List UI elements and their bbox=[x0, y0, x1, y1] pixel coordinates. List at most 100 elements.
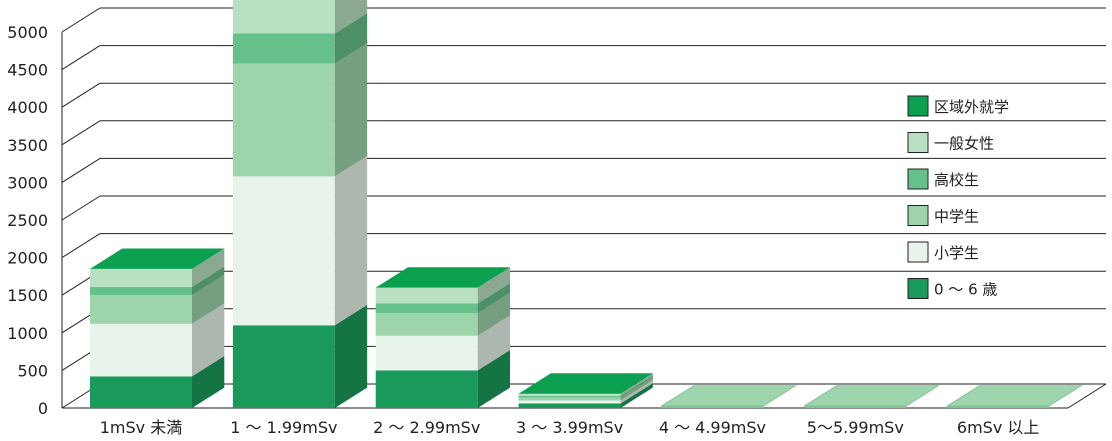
bar-segment bbox=[375, 303, 478, 314]
bar-segment bbox=[232, 176, 335, 326]
legend-label: 0 〜 6 歳 bbox=[934, 281, 997, 299]
legend-swatch bbox=[907, 205, 929, 226]
bar-stack bbox=[660, 385, 798, 408]
bar-segment bbox=[375, 370, 478, 408]
bar-side bbox=[334, 304, 368, 408]
x-tick-label: 1mSv 未満 bbox=[100, 418, 182, 437]
x-tick-label: 4 〜 4.99mSv bbox=[659, 418, 766, 437]
y-tick-label: 500 bbox=[17, 361, 48, 380]
bar-segment bbox=[804, 406, 907, 408]
bar-side bbox=[334, 0, 368, 34]
y-tick-label: 1000 bbox=[7, 324, 48, 343]
y-tick-label: 1500 bbox=[7, 286, 48, 305]
x-tick-label: 5〜5.99mSv bbox=[807, 418, 904, 437]
x-tick-labels: 1mSv 未満 1 〜 1.99mSv 2 〜 2.99mSv 3 〜 3.99mSv… bbox=[100, 418, 1040, 437]
bar-side bbox=[334, 155, 368, 326]
legend-label: 中学生 bbox=[934, 208, 979, 226]
bars bbox=[90, 0, 1083, 408]
gridline-diagonal bbox=[61, 157, 101, 183]
bar-side bbox=[620, 373, 653, 396]
bar-side bbox=[477, 283, 511, 314]
bar-top bbox=[90, 248, 225, 269]
legend-swatch bbox=[907, 241, 929, 263]
bar-side bbox=[477, 350, 511, 408]
bar-segment bbox=[375, 313, 478, 336]
bar-stack bbox=[945, 385, 1083, 408]
y-tick-label: 2000 bbox=[7, 249, 48, 268]
gridline-diagonal bbox=[61, 45, 101, 71]
bar-segment bbox=[232, 325, 335, 408]
bar-segment bbox=[375, 287, 478, 304]
bar-stack bbox=[802, 385, 940, 408]
bar-segment bbox=[90, 268, 192, 287]
bar-stack bbox=[90, 248, 225, 408]
bar-side bbox=[192, 274, 225, 324]
y-tick-label: 4500 bbox=[7, 61, 48, 80]
bar-top bbox=[660, 385, 798, 407]
legend-swatch bbox=[907, 168, 929, 190]
gridline-diagonal bbox=[61, 195, 101, 221]
y-tick-label: 5000 bbox=[7, 23, 48, 42]
x-tick-label: 2 〜 2.99mSv bbox=[373, 418, 480, 437]
bar-segment bbox=[232, 63, 335, 177]
bar-stack bbox=[518, 373, 653, 408]
bar-top bbox=[945, 385, 1083, 407]
bar-side bbox=[334, 43, 368, 177]
bar-segment bbox=[518, 400, 621, 404]
bar-stack bbox=[375, 267, 511, 408]
bar-side bbox=[192, 248, 225, 287]
y-tick-label: 2500 bbox=[7, 211, 48, 230]
bar-side bbox=[477, 292, 511, 336]
x-tick-label: 6mSv 以上 bbox=[957, 418, 1039, 437]
gridline-diagonal bbox=[61, 82, 101, 108]
bar-segment bbox=[90, 295, 192, 324]
bar-segment bbox=[518, 397, 621, 401]
gridline-diagonal bbox=[61, 233, 101, 259]
bar-segment bbox=[518, 395, 621, 398]
bar-segment bbox=[518, 393, 621, 396]
y-tick-labels: 0 500 1000 1500 2000 2500 3000 3500 4000 4500 5000 bbox=[7, 23, 48, 418]
bar-side bbox=[334, 13, 368, 64]
legend-swatch bbox=[907, 132, 929, 153]
bar-segment bbox=[232, 33, 335, 64]
bar-stack bbox=[232, 0, 368, 408]
bar-side bbox=[620, 377, 653, 401]
bar-top bbox=[802, 385, 940, 407]
gridline-diagonal bbox=[61, 120, 101, 146]
bar-side bbox=[477, 315, 511, 371]
bar-side bbox=[477, 267, 511, 304]
legend-swatch bbox=[907, 278, 929, 299]
legend-label: 一般女性 bbox=[934, 135, 994, 153]
bar-side bbox=[192, 303, 225, 377]
bar-segment bbox=[947, 406, 1050, 408]
legend-label: 小学生 bbox=[934, 244, 979, 262]
legend-label: 高校生 bbox=[934, 171, 979, 189]
bar-segment bbox=[90, 323, 192, 377]
x-tick-label: 1 〜 1.99mSv bbox=[230, 418, 337, 437]
bar-side bbox=[620, 383, 653, 408]
y-tick-label: 4000 bbox=[7, 98, 48, 117]
floor-right-edge bbox=[1067, 383, 1107, 409]
bar-segment bbox=[375, 335, 478, 371]
bar-side bbox=[620, 380, 653, 404]
y-tick-label: 0 bbox=[38, 399, 48, 418]
legend-label: 区域外就学 bbox=[934, 98, 1009, 116]
bar-segment bbox=[232, 0, 335, 34]
bar-side bbox=[620, 375, 653, 398]
bar-segment bbox=[661, 406, 764, 408]
x-tick-label: 3 〜 3.99mSv bbox=[516, 418, 623, 437]
bar-segment bbox=[90, 286, 192, 296]
bar-segment bbox=[518, 403, 621, 408]
y-tick-label: 3000 bbox=[7, 173, 48, 192]
bar-top bbox=[518, 373, 653, 394]
gridline-diagonal bbox=[61, 7, 101, 33]
bar-side bbox=[192, 356, 225, 408]
y-tick-label: 3500 bbox=[7, 136, 48, 155]
bar-segment bbox=[90, 376, 192, 408]
bar-top bbox=[375, 267, 511, 288]
legend-swatch bbox=[907, 95, 929, 117]
bar-side bbox=[192, 266, 225, 296]
